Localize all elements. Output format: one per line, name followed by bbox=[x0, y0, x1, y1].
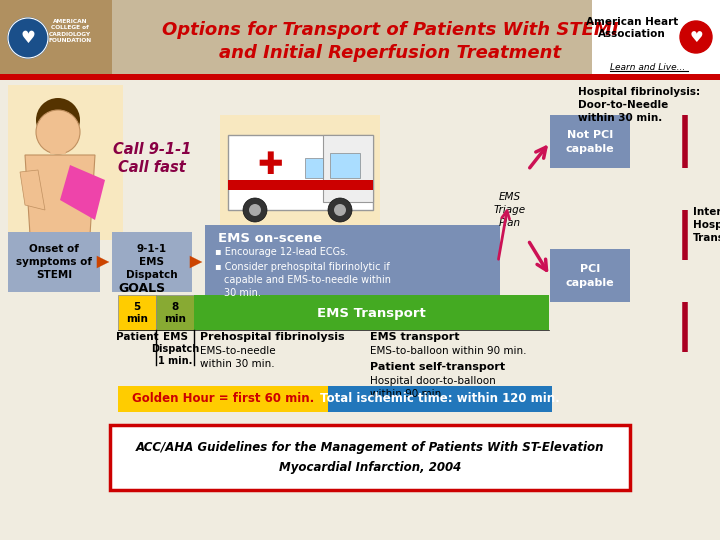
FancyBboxPatch shape bbox=[205, 225, 500, 310]
Text: within 30 min.: within 30 min. bbox=[578, 113, 662, 123]
Text: 30 min.: 30 min. bbox=[224, 288, 261, 298]
FancyBboxPatch shape bbox=[8, 85, 123, 240]
Circle shape bbox=[249, 204, 261, 216]
Polygon shape bbox=[20, 170, 45, 210]
Text: EMS Transport: EMS Transport bbox=[317, 307, 426, 320]
Text: capable and EMS-to-needle within: capable and EMS-to-needle within bbox=[224, 275, 391, 285]
Text: Patient: Patient bbox=[116, 332, 158, 342]
FancyBboxPatch shape bbox=[330, 153, 360, 178]
FancyBboxPatch shape bbox=[550, 115, 630, 168]
Text: and Initial Reperfusion Treatment: and Initial Reperfusion Treatment bbox=[219, 44, 561, 62]
Text: EMS-to-needle: EMS-to-needle bbox=[200, 346, 276, 356]
Text: within 30 min.: within 30 min. bbox=[200, 359, 274, 369]
Text: ▪ Consider prehospital fibrinolytic if: ▪ Consider prehospital fibrinolytic if bbox=[215, 262, 390, 272]
FancyBboxPatch shape bbox=[118, 386, 328, 412]
Text: 8
min: 8 min bbox=[164, 302, 186, 324]
Text: Call fast: Call fast bbox=[118, 160, 186, 176]
Text: EMS-to-balloon within 90 min.: EMS-to-balloon within 90 min. bbox=[370, 346, 526, 356]
Circle shape bbox=[680, 21, 712, 53]
FancyBboxPatch shape bbox=[112, 232, 192, 292]
Polygon shape bbox=[60, 165, 105, 220]
FancyBboxPatch shape bbox=[194, 295, 549, 330]
Text: ♥: ♥ bbox=[21, 29, 35, 47]
Text: ♥: ♥ bbox=[689, 30, 703, 44]
FancyBboxPatch shape bbox=[305, 158, 323, 178]
Text: American Heart
Association: American Heart Association bbox=[586, 17, 678, 39]
Text: EMS transport: EMS transport bbox=[370, 332, 459, 342]
Text: Prehospital fibrinolysis: Prehospital fibrinolysis bbox=[200, 332, 345, 342]
Text: EMS on-scene: EMS on-scene bbox=[218, 232, 322, 245]
Circle shape bbox=[334, 204, 346, 216]
Polygon shape bbox=[25, 155, 95, 235]
FancyBboxPatch shape bbox=[0, 0, 112, 75]
Text: 9-1-1
EMS
Dispatch: 9-1-1 EMS Dispatch bbox=[126, 244, 178, 280]
Circle shape bbox=[243, 198, 267, 222]
FancyBboxPatch shape bbox=[110, 425, 630, 490]
FancyBboxPatch shape bbox=[220, 115, 380, 235]
Text: GOALS: GOALS bbox=[118, 282, 165, 295]
Text: 5
min: 5 min bbox=[126, 302, 148, 324]
Text: AMERICAN
COLLEGE of
CARDIOLOGY
FOUNDATION: AMERICAN COLLEGE of CARDIOLOGY FOUNDATIO… bbox=[48, 19, 91, 43]
Text: ✚: ✚ bbox=[257, 151, 283, 179]
FancyBboxPatch shape bbox=[323, 135, 373, 202]
Text: Door-to-Needle: Door-to-Needle bbox=[578, 100, 668, 110]
Circle shape bbox=[36, 98, 80, 142]
Text: Options for Transport of Patients With STEMI: Options for Transport of Patients With S… bbox=[162, 21, 618, 39]
Text: Onset of
symptoms of
STEMI: Onset of symptoms of STEMI bbox=[16, 244, 92, 280]
FancyBboxPatch shape bbox=[0, 74, 720, 80]
FancyBboxPatch shape bbox=[118, 295, 156, 330]
Text: Hospital fibrinolysis:: Hospital fibrinolysis: bbox=[578, 87, 700, 97]
FancyBboxPatch shape bbox=[8, 232, 100, 292]
Text: EMS: EMS bbox=[163, 332, 187, 342]
Text: Total ischemic time: within 120 min.: Total ischemic time: within 120 min. bbox=[320, 393, 560, 406]
Circle shape bbox=[8, 18, 48, 58]
Circle shape bbox=[328, 198, 352, 222]
Text: Learn and Live...: Learn and Live... bbox=[611, 64, 685, 72]
FancyBboxPatch shape bbox=[592, 0, 720, 75]
Text: Golden Hour = first 60 min.: Golden Hour = first 60 min. bbox=[132, 393, 314, 406]
Text: Not PCI
capable: Not PCI capable bbox=[566, 130, 614, 153]
Text: ACC/AHA Guidelines for the Management of Patients With ST-Elevation
Myocardial I: ACC/AHA Guidelines for the Management of… bbox=[136, 442, 604, 475]
Text: Patient self-transport: Patient self-transport bbox=[370, 362, 505, 372]
FancyBboxPatch shape bbox=[0, 0, 720, 75]
Text: ▪ Encourage 12-lead ECGs.: ▪ Encourage 12-lead ECGs. bbox=[215, 247, 348, 257]
Text: Hospital door-to-balloon: Hospital door-to-balloon bbox=[370, 376, 496, 386]
FancyBboxPatch shape bbox=[228, 135, 373, 210]
FancyBboxPatch shape bbox=[550, 249, 630, 302]
FancyBboxPatch shape bbox=[228, 180, 373, 190]
Text: Inter-
Hospital
Transfer: Inter- Hospital Transfer bbox=[693, 207, 720, 243]
Circle shape bbox=[36, 110, 80, 154]
Text: within 90 min.: within 90 min. bbox=[370, 389, 445, 399]
Text: EMS
Triage
Plan: EMS Triage Plan bbox=[494, 192, 526, 228]
Text: Call 9-1-1: Call 9-1-1 bbox=[113, 143, 192, 158]
FancyBboxPatch shape bbox=[0, 80, 720, 540]
FancyBboxPatch shape bbox=[328, 386, 552, 412]
Text: PCI
capable: PCI capable bbox=[566, 265, 614, 288]
FancyBboxPatch shape bbox=[156, 295, 194, 330]
Text: Dispatch
1 min.: Dispatch 1 min. bbox=[151, 344, 199, 367]
Polygon shape bbox=[50, 142, 66, 154]
